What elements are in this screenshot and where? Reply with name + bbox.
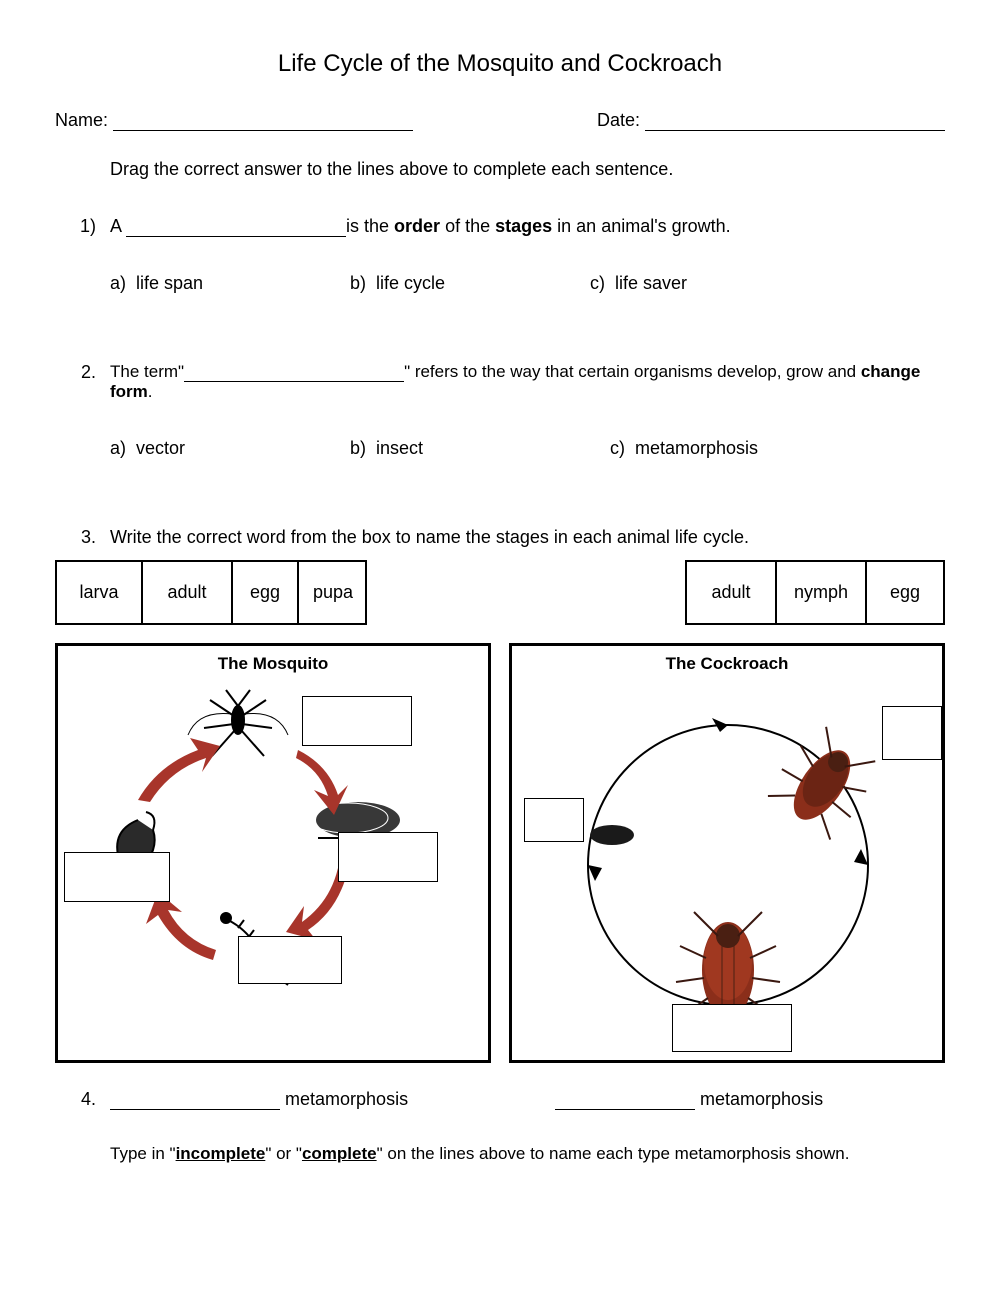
q2-c-letter: c) xyxy=(610,438,635,459)
q1-a-text: life span xyxy=(136,273,203,294)
q1-mid: is the xyxy=(346,216,394,236)
q1-option-a[interactable]: a)life span xyxy=(110,273,350,294)
q1-option-c[interactable]: c)life saver xyxy=(590,273,687,294)
wb-adult-l[interactable]: adult xyxy=(143,562,233,623)
cockroach-svg xyxy=(512,670,944,1060)
q2-b-letter: b) xyxy=(350,438,376,459)
q2-text: The term" " refers to the way that certai… xyxy=(110,362,945,402)
question-3: 3. Write the correct word from the box t… xyxy=(55,527,945,548)
drag-instruction: Drag the correct answer to the lines abo… xyxy=(110,159,945,180)
q1-c-text: life saver xyxy=(615,273,687,294)
wb-nymph[interactable]: nymph xyxy=(777,562,867,623)
final-w2: complete xyxy=(302,1144,377,1163)
diagrams-row: The Mosquito xyxy=(55,643,945,1063)
mosquito-box-4[interactable] xyxy=(64,852,170,902)
final-suffix: " on the lines above to name each type m… xyxy=(377,1144,850,1163)
q2-suffix: . xyxy=(148,382,153,401)
page-title: Life Cycle of the Mosquito and Cockroach xyxy=(55,50,945,78)
q1-c-letter: c) xyxy=(590,273,615,294)
q4-word-right: metamorphosis xyxy=(700,1089,823,1109)
cockroach-box-2[interactable] xyxy=(524,798,584,842)
final-prefix: Type in " xyxy=(110,1144,176,1163)
mosquito-box-1[interactable] xyxy=(302,696,412,746)
q1-options: a)life span b)life cycle c)life saver xyxy=(110,273,945,294)
q4-word-left: metamorphosis xyxy=(285,1089,408,1109)
wb-pupa[interactable]: pupa xyxy=(299,562,365,623)
wb-adult-r[interactable]: adult xyxy=(687,562,777,623)
date-label: Date: xyxy=(597,110,640,130)
question-4: 4. metamorphosis metamorphosis xyxy=(55,1089,945,1110)
cockroach-box-3[interactable] xyxy=(672,1004,792,1052)
q2-option-c[interactable]: c)metamorphosis xyxy=(610,438,758,459)
q2-c-text: metamorphosis xyxy=(635,438,758,459)
name-blank[interactable] xyxy=(113,130,413,131)
q2-options: a)vector b)insect c)metamorphosis xyxy=(110,438,945,459)
q1-bold1: order xyxy=(394,216,440,236)
q1-bold2: stages xyxy=(495,216,552,236)
q1-a-letter: a) xyxy=(110,273,136,294)
name-label: Name: xyxy=(55,110,108,130)
q4-blank-right[interactable] xyxy=(555,1109,695,1110)
q2-b-text: insect xyxy=(376,438,423,459)
word-bank-right: adult nymph egg xyxy=(685,560,945,625)
header-row: Name: Date: xyxy=(55,110,945,131)
q2-blank[interactable] xyxy=(184,381,404,382)
final-w1: incomplete xyxy=(176,1144,266,1163)
date-blank[interactable] xyxy=(645,130,945,131)
question-1: 1) A is the order of the stages in an an… xyxy=(55,216,945,338)
q2-number: 2. xyxy=(55,362,110,503)
q2-mid: " refers to the way that certain organis… xyxy=(404,362,861,381)
word-bank-left: larva adult egg pupa xyxy=(55,560,367,625)
q1-number: 1) xyxy=(55,216,110,338)
q3-text: Write the correct word from the box to n… xyxy=(110,527,945,548)
q1-blank[interactable] xyxy=(126,236,346,237)
word-bank-row: larva adult egg pupa adult nymph egg xyxy=(55,560,945,625)
wb-egg-l[interactable]: egg xyxy=(233,562,299,623)
q2-a-letter: a) xyxy=(110,438,136,459)
q1-suffix: in an animal's growth. xyxy=(552,216,731,236)
q1-b-text: life cycle xyxy=(376,273,445,294)
q4-blank-left[interactable] xyxy=(110,1109,280,1110)
q2-prefix: The term" xyxy=(110,362,184,381)
final-instruction: Type in "incomplete" or "complete" on th… xyxy=(110,1144,945,1164)
q1-text: A is the order of the stages in an anima… xyxy=(110,216,945,237)
q4-number: 4. xyxy=(55,1089,110,1110)
q1-mid2: of the xyxy=(440,216,495,236)
q1-option-b[interactable]: b)life cycle xyxy=(350,273,590,294)
name-field[interactable]: Name: xyxy=(55,110,413,131)
wb-larva[interactable]: larva xyxy=(57,562,143,623)
mosquito-box-2[interactable] xyxy=(338,832,438,882)
q2-a-text: vector xyxy=(136,438,185,459)
q1-b-letter: b) xyxy=(350,273,376,294)
mosquito-diagram: The Mosquito xyxy=(55,643,491,1063)
date-field[interactable]: Date: xyxy=(597,110,945,131)
q3-number: 3. xyxy=(55,527,110,548)
cockroach-box-1[interactable] xyxy=(882,706,942,760)
wb-egg-r[interactable]: egg xyxy=(867,562,943,623)
final-mid: " or " xyxy=(265,1144,302,1163)
question-2: 2. The term" " refers to the way that cer… xyxy=(55,362,945,503)
mosquito-box-3[interactable] xyxy=(238,936,342,984)
q2-option-b[interactable]: b)insect xyxy=(350,438,610,459)
q2-option-a[interactable]: a)vector xyxy=(110,438,350,459)
cockroach-diagram: The Cockroach xyxy=(509,643,945,1063)
q1-prefix: A xyxy=(110,216,126,236)
